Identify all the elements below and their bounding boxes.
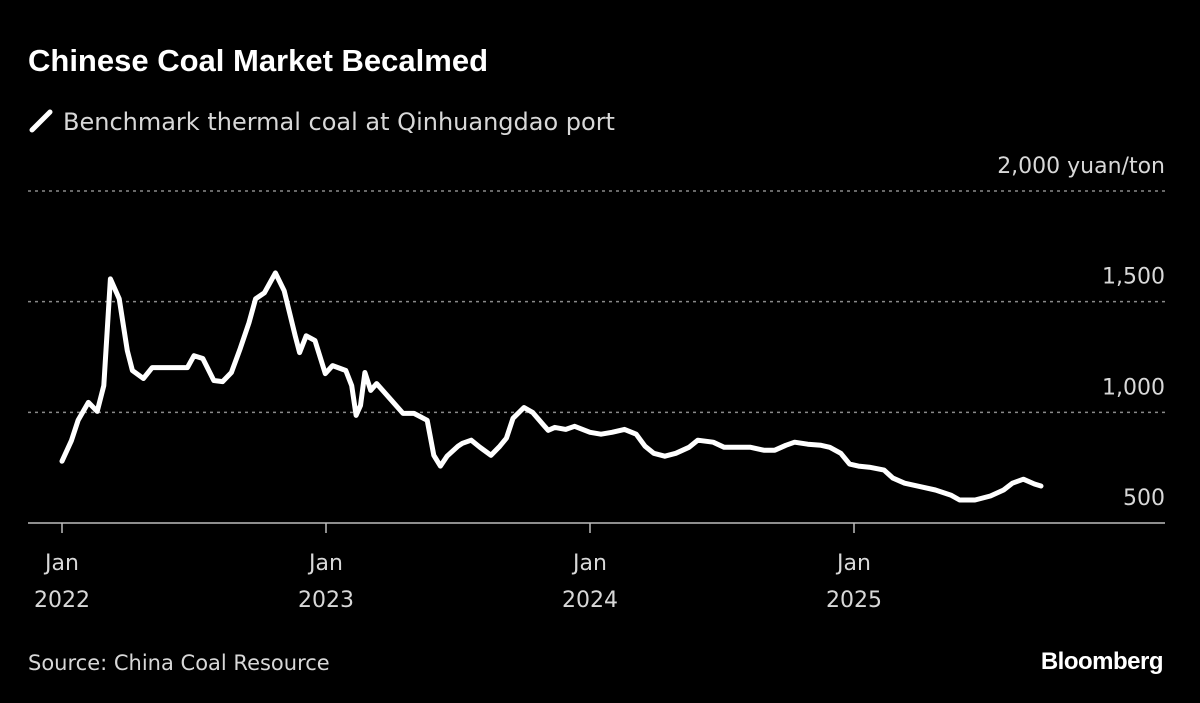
y-tick-label: 1,000	[1102, 375, 1165, 400]
legend: Benchmark thermal coal at Qinhuangdao po…	[29, 108, 615, 136]
x-tick-label-month: Jan	[307, 551, 343, 576]
y-axis: 500 1,000 1,500 2,000 yuan/ton	[997, 154, 1165, 511]
source-note: Source: China Coal Resource	[28, 651, 330, 675]
x-tick-label-year: 2022	[34, 588, 90, 613]
x-axis: Jan 2022 Jan 2023 Jan 2024 Jan 2025	[34, 523, 882, 613]
y-tick-label: 1,500	[1102, 265, 1165, 290]
bloomberg-logo: Bloomberg	[1041, 648, 1163, 675]
series-line	[59, 270, 1044, 503]
y-tick-label: 2,000 yuan/ton	[997, 154, 1165, 179]
gridlines	[28, 190, 1165, 524]
series	[59, 270, 1044, 503]
x-tick-label-year: 2025	[826, 588, 882, 613]
x-tick-label-month: Jan	[43, 551, 79, 576]
x-tick-label-year: 2024	[562, 588, 618, 613]
x-tick-label-month: Jan	[571, 551, 607, 576]
y-tick-label: 500	[1123, 486, 1165, 511]
x-tick-label-month: Jan	[835, 551, 871, 576]
legend-label: Benchmark thermal coal at Qinhuangdao po…	[63, 108, 615, 136]
chart-title: Chinese Coal Market Becalmed	[28, 43, 488, 78]
legend-swatch	[29, 109, 53, 133]
x-tick-label-year: 2023	[298, 588, 354, 613]
